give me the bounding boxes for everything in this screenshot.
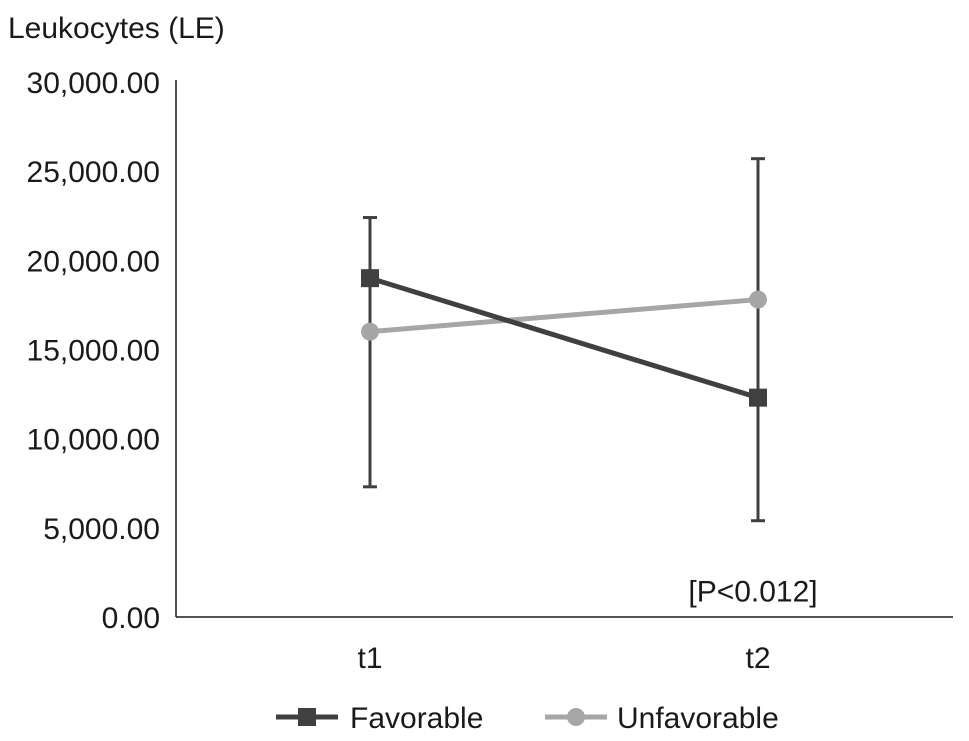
y-tick-label: 0.00 xyxy=(102,602,160,635)
legend: Favorable Unfavorable xyxy=(276,702,779,735)
series-lines xyxy=(369,275,759,401)
y-tick-label: 25,000.00 xyxy=(27,156,160,189)
y-tick-label: 30,000.00 xyxy=(27,67,160,100)
legend-label: Favorable xyxy=(350,702,483,735)
y-tick-label: 20,000.00 xyxy=(27,245,160,278)
series-line-unfavorable xyxy=(369,297,759,335)
y-tick-label: 15,000.00 xyxy=(27,335,160,368)
series-line-favorable xyxy=(369,275,759,401)
x-axis-ticks: t1 t2 xyxy=(357,642,770,675)
data-point-favorable xyxy=(749,388,767,407)
x-tick-label: t1 xyxy=(357,642,382,675)
y-tick-label: 10,000.00 xyxy=(27,424,160,457)
legend-label: Unfavorable xyxy=(617,702,779,735)
y-tick-label: 5,000.00 xyxy=(43,513,160,546)
data-point-unfavorable xyxy=(361,322,379,341)
error-bars xyxy=(363,157,765,523)
axes xyxy=(175,80,953,618)
series-markers xyxy=(361,269,767,407)
legend-swatch-marker xyxy=(298,708,316,726)
annotations: [P<0.012] xyxy=(688,575,817,608)
data-point-unfavorable xyxy=(749,290,767,309)
x-tick-label: t2 xyxy=(745,642,770,675)
data-point-favorable xyxy=(361,269,379,288)
y-axis-title: Leukocytes (LE) xyxy=(8,12,225,45)
y-axis-ticks: 0.00 5,000.00 10,000.00 15,000.00 20,000.00 2… xyxy=(27,67,160,635)
p-value-annotation: [P<0.012] xyxy=(688,575,817,608)
legend-swatch-marker xyxy=(567,708,585,726)
